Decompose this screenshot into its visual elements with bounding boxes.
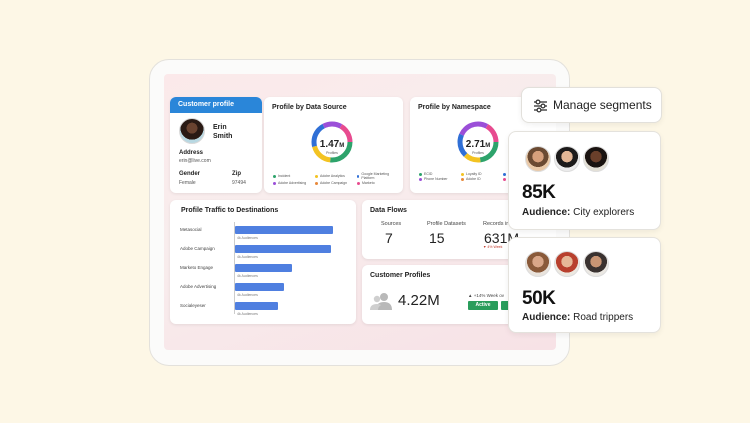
legend-item: Google Marketing Platform	[357, 172, 395, 180]
avatar	[583, 146, 609, 172]
traffic-row-sublabel: 4k Audiences	[237, 236, 258, 240]
records-label: Records in	[483, 221, 510, 227]
legend-swatch	[419, 172, 422, 176]
card-title: Customer Profiles	[370, 272, 431, 279]
sources-label: Sources	[381, 221, 402, 227]
profiles-total: 4.22M	[398, 292, 440, 309]
profiles-change-text: ▲ +14% Week ov	[468, 293, 505, 298]
avatar	[583, 251, 609, 277]
first-name: Erin	[213, 124, 227, 131]
traffic-bar[interactable]	[235, 264, 292, 272]
profiles-change: ▲ +14% Week ov	[468, 293, 504, 298]
legend-swatch	[357, 181, 360, 185]
last-name: Smith	[213, 133, 233, 140]
gender-value: Female	[179, 180, 196, 186]
traffic-row-label: Adobe Advertising	[180, 284, 217, 289]
legend-item: Loyalty ID	[461, 172, 499, 176]
source-unit: M	[339, 143, 345, 149]
address-label: Address	[179, 150, 204, 156]
legend-item: Phone Number	[419, 177, 457, 181]
traffic-row-sublabel: 4k Audiences	[237, 312, 258, 316]
traffic-row-sublabel: 4k Audiences	[237, 293, 258, 297]
legend-swatch	[461, 177, 464, 181]
datasets-label: Profile Datasets	[427, 221, 466, 227]
legend-item: Adobe Advertising	[273, 181, 311, 185]
legend-swatch	[315, 174, 318, 178]
status-label: Active	[475, 302, 491, 308]
legend-item: Incident	[273, 172, 311, 180]
traffic-axis-line	[234, 222, 235, 314]
namespace-unit: M	[485, 143, 491, 149]
status-badge-secondary	[501, 301, 511, 310]
zip-label: Zip	[232, 171, 241, 177]
legend-swatch	[461, 172, 464, 176]
audience-label: Audience:	[522, 207, 571, 218]
card-title: Profile by Namespace	[418, 104, 491, 111]
legend-swatch	[273, 174, 276, 178]
namespace-total: 2.71	[465, 139, 486, 150]
records-change: ▼ 4% Week	[483, 245, 503, 249]
sliders-icon	[534, 99, 547, 113]
namespace-caption: Profiles	[472, 151, 484, 155]
card-title: Data Flows	[370, 207, 407, 214]
email-value: erin@live.com	[179, 158, 211, 164]
traffic-bar[interactable]	[235, 226, 333, 234]
legend-item: Marketo	[357, 181, 395, 185]
gender-label: Gender	[179, 171, 201, 177]
source-total: 1.47	[319, 139, 340, 150]
avatar	[179, 118, 205, 144]
legend-item: ECID	[419, 172, 457, 176]
segment-count: 85K	[522, 182, 556, 203]
segment-count: 50K	[522, 288, 556, 309]
audience-name: City explorers	[573, 207, 635, 218]
traffic-row-label: Adobe Campaign	[180, 246, 215, 251]
source-legend: Incident Adobe Analytics Google Marketin…	[273, 172, 397, 185]
manage-segments-label: Manage segments	[553, 98, 652, 112]
source-caption: Profiles	[326, 151, 338, 155]
traffic-card[interactable]: Profile Traffic to Destinations Metasoci…	[170, 200, 356, 324]
source-donut-chart	[311, 121, 353, 163]
manage-segments-button[interactable]: Manage segments	[521, 87, 662, 123]
customer-profile-card[interactable]: Customer profile Erin Smith Address erin…	[170, 97, 262, 193]
legend-swatch	[273, 181, 276, 185]
audience-label: Audience:	[522, 312, 571, 323]
segment-audience: Audience: Road trippers	[522, 312, 633, 323]
traffic-row-sublabel: 4k Audiences	[237, 255, 258, 259]
zip-value: 97494	[232, 180, 246, 186]
avatar	[525, 251, 551, 277]
segment-audience: Audience: City explorers	[522, 207, 634, 218]
dashboard-canvas: Customer profile Erin Smith Address erin…	[164, 74, 556, 350]
traffic-row-sublabel: 4k Audiences	[237, 274, 258, 278]
avatar	[554, 146, 580, 172]
segment-card[interactable]: 85K Audience: City explorers	[508, 131, 661, 230]
customer-profile-header: Customer profile	[170, 97, 262, 113]
traffic-bar[interactable]	[235, 302, 279, 310]
active-status-badge[interactable]: Active	[468, 301, 498, 310]
avatar	[525, 146, 551, 172]
segment-card[interactable]: 50K Audience: Road trippers	[508, 237, 661, 333]
sources-value: 7	[385, 230, 393, 246]
profile-by-source-card[interactable]: Profile by Data Source 1.47M Profiles In…	[264, 97, 403, 193]
legend-swatch	[315, 181, 318, 185]
legend-item: Adobe ID	[461, 177, 499, 181]
legend-swatch	[503, 177, 506, 181]
traffic-bar[interactable]	[235, 283, 284, 291]
traffic-row-label: Marketo Engage	[180, 265, 214, 270]
legend-swatch	[419, 177, 422, 181]
legend-item: Adobe Analytics	[315, 172, 353, 180]
people-icon	[370, 293, 392, 310]
traffic-bar[interactable]	[235, 245, 332, 253]
card-title: Profile Traffic to Destinations	[181, 207, 279, 214]
card-title: Profile by Data Source	[272, 104, 347, 111]
legend-swatch	[357, 174, 360, 178]
traffic-row-label: Metasocial	[180, 227, 202, 232]
legend-swatch	[503, 172, 506, 176]
legend-item: Adobe Campaign	[315, 181, 353, 185]
namespace-donut-chart	[457, 121, 499, 163]
audience-name: Road trippers	[573, 312, 634, 323]
avatar	[554, 251, 580, 277]
datasets-value: 15	[429, 230, 445, 246]
traffic-row-label: Socialeyeser	[180, 303, 206, 308]
